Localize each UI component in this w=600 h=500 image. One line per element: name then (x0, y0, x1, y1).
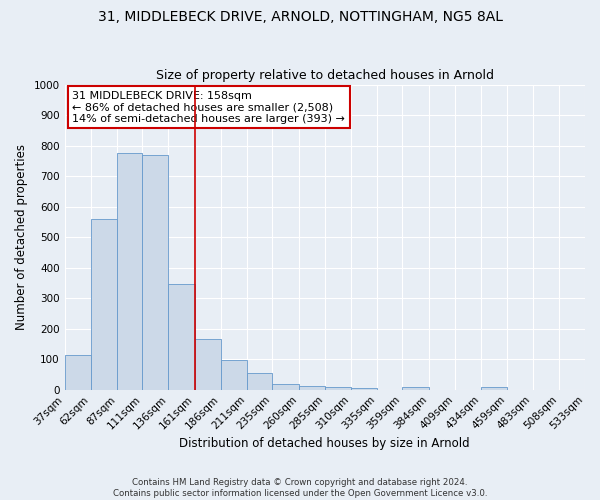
Bar (65, 354, 91, 390)
Y-axis label: Number of detached properties: Number of detached properties (15, 144, 28, 330)
Bar (403, 386, 428, 390)
X-axis label: Distribution of detached houses by size in Arnold: Distribution of detached houses by size … (179, 437, 470, 450)
Bar (481, 386, 508, 390)
Title: Size of property relative to detached houses in Arnold: Size of property relative to detached ho… (156, 69, 494, 82)
Bar (325, 388, 351, 390)
Bar (351, 388, 377, 390)
Bar (247, 373, 272, 390)
Bar (169, 284, 194, 390)
Bar (221, 360, 247, 390)
Text: 31 MIDDLEBECK DRIVE: 158sqm
← 86% of detached houses are smaller (2,508)
14% of : 31 MIDDLEBECK DRIVE: 158sqm ← 86% of det… (73, 90, 345, 124)
Bar (194, 340, 221, 390)
Bar (299, 386, 325, 390)
Text: 31, MIDDLEBECK DRIVE, ARNOLD, NOTTINGHAM, NG5 8AL: 31, MIDDLEBECK DRIVE, ARNOLD, NOTTINGHAM… (97, 10, 503, 24)
Bar (272, 384, 299, 390)
Bar (91, 219, 117, 390)
Bar (142, 154, 169, 390)
Text: Contains HM Land Registry data © Crown copyright and database right 2024.
Contai: Contains HM Land Registry data © Crown c… (113, 478, 487, 498)
Bar (117, 153, 142, 390)
